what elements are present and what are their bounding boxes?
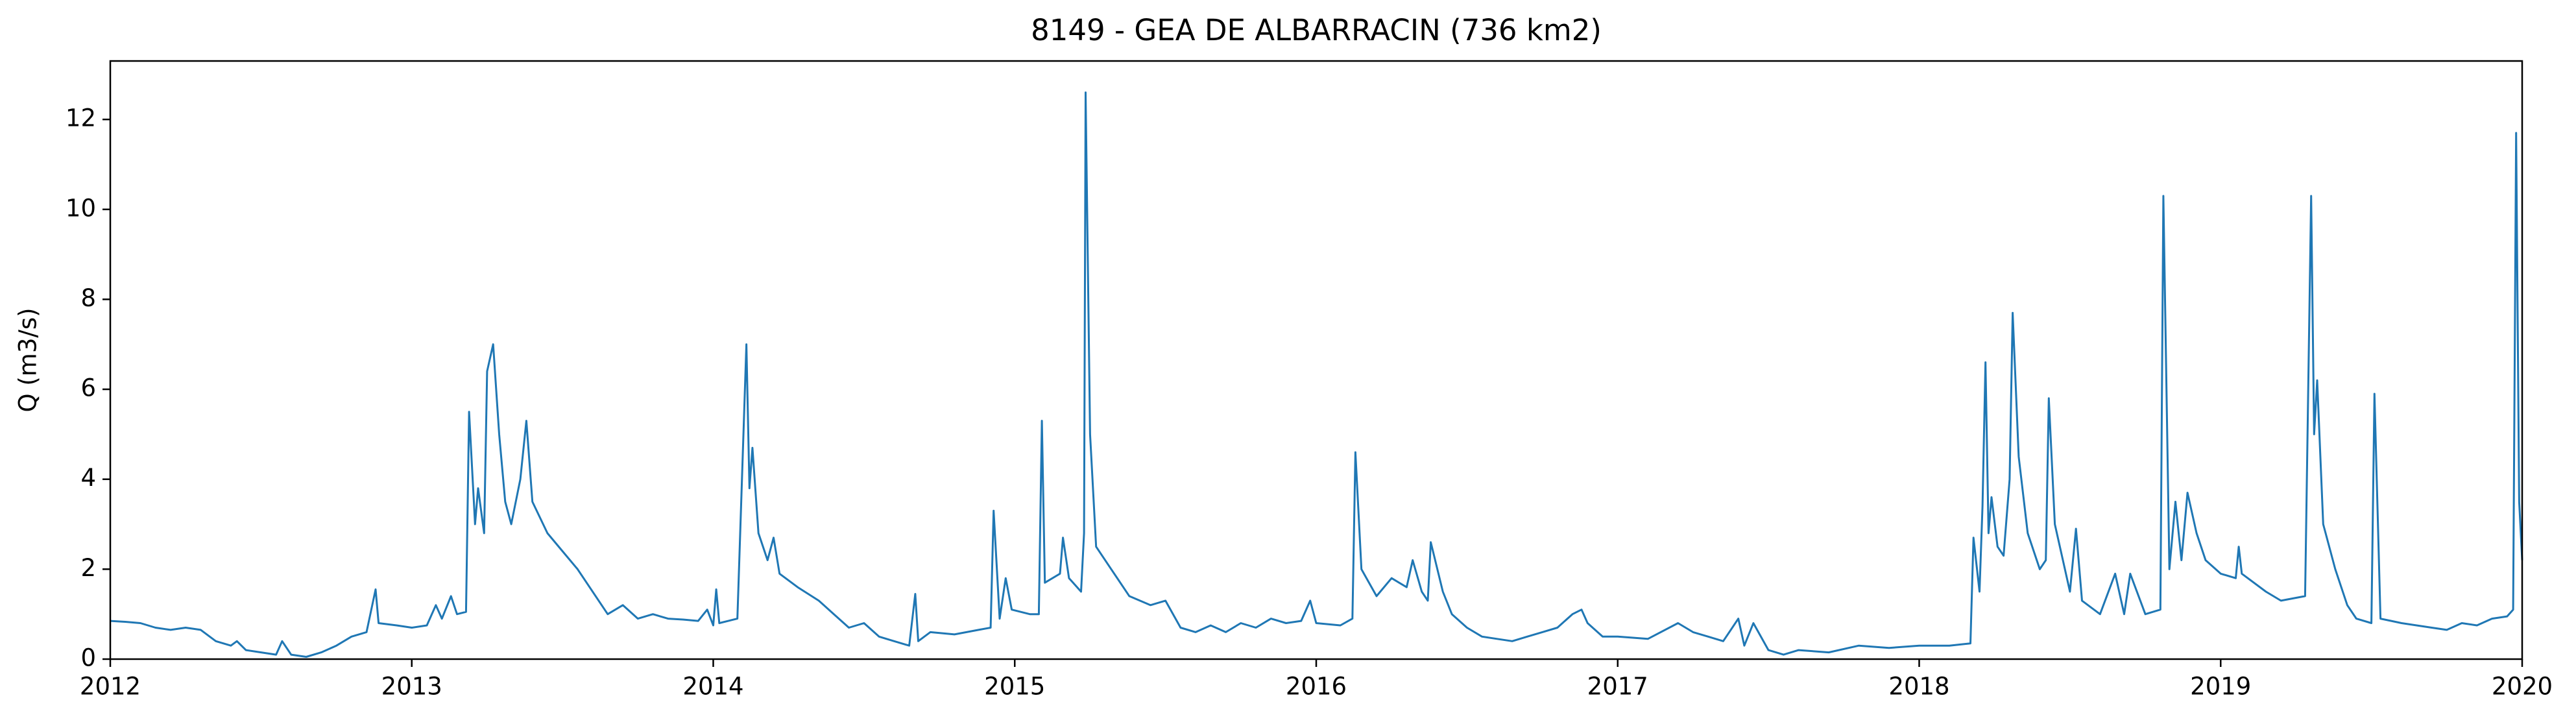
plot-frame bbox=[109, 60, 2523, 660]
x-tick-label: 2017 bbox=[1587, 673, 1648, 701]
x-tick-label: 2020 bbox=[2492, 673, 2553, 701]
y-tick-label: 12 bbox=[66, 104, 96, 132]
y-tick-label: 4 bbox=[80, 464, 96, 492]
x-tick-label: 2015 bbox=[984, 673, 1045, 701]
y-tick-label: 6 bbox=[80, 374, 96, 402]
y-tick-label: 10 bbox=[66, 194, 96, 222]
x-tick-label: 2018 bbox=[1888, 673, 1949, 701]
y-tick-label: 8 bbox=[80, 284, 96, 312]
chart-title: 8149 - GEA DE ALBARRACIN (736 km2) bbox=[1031, 13, 1602, 47]
x-tick-label: 2016 bbox=[1286, 673, 1347, 701]
x-tick-label: 2013 bbox=[381, 673, 442, 701]
x-tick-label: 2014 bbox=[682, 673, 743, 701]
series-line bbox=[110, 91, 2523, 658]
x-tick-label: 2012 bbox=[80, 673, 141, 701]
x-tick-label: 2019 bbox=[2190, 673, 2251, 701]
y-tick-label: 0 bbox=[80, 644, 96, 672]
y-axis-label: Q (m3/s) bbox=[14, 308, 42, 412]
y-tick-label: 2 bbox=[80, 554, 96, 582]
